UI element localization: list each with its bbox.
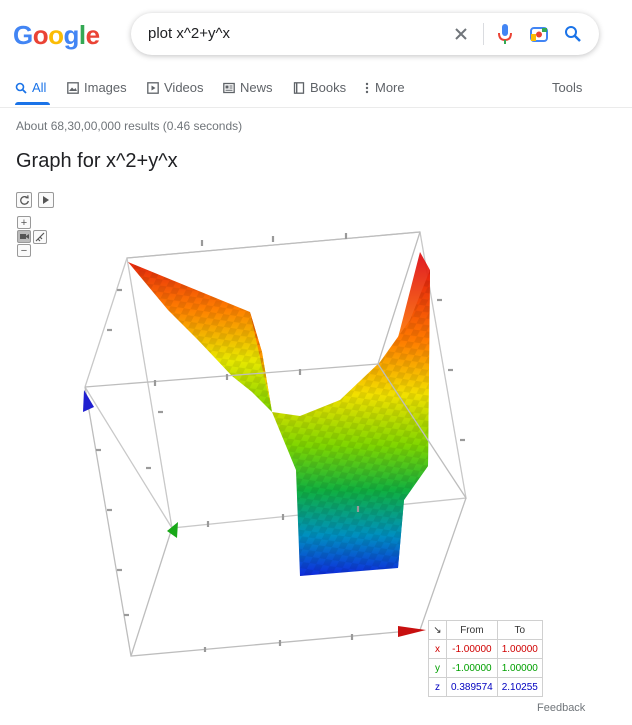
- range-var: y: [428, 658, 447, 678]
- tab-label: News: [240, 80, 273, 95]
- image-icon: [67, 81, 79, 94]
- search-icon: [15, 82, 27, 94]
- logo-letter: G: [13, 20, 33, 50]
- range-from[interactable]: -1.00000: [446, 658, 498, 678]
- logo-letter: l: [78, 20, 86, 50]
- range-header-from: From: [446, 620, 498, 640]
- range-from[interactable]: -1.00000: [446, 639, 498, 659]
- google-logo[interactable]: Google: [13, 20, 100, 51]
- ruler-icon[interactable]: [33, 230, 47, 244]
- search-divider: [483, 23, 484, 45]
- surface-checker-overlay-left: [128, 262, 272, 412]
- range-header-to: To: [496, 620, 543, 640]
- play-icon[interactable]: [38, 192, 54, 208]
- z-axis-cone: [83, 390, 94, 412]
- tools-button[interactable]: Tools: [552, 80, 582, 95]
- tab-label: Images: [84, 80, 127, 95]
- range-to[interactable]: 2.10255: [496, 677, 543, 697]
- range-corner-icon[interactable]: ↘: [428, 620, 447, 640]
- range-var: z: [428, 677, 447, 697]
- tab-videos[interactable]: Videos: [147, 80, 204, 95]
- tab-all[interactable]: All: [15, 80, 46, 95]
- range-table: ↘ From To x -1.00000 1.00000 y -1.00000 …: [428, 620, 543, 697]
- news-icon: [223, 82, 235, 93]
- surface-checker-overlay: [250, 270, 430, 576]
- tab-images[interactable]: Images: [67, 80, 127, 95]
- video-icon: [147, 81, 159, 94]
- camera-icon[interactable]: [527, 22, 551, 46]
- tab-more[interactable]: More: [364, 80, 405, 95]
- tab-label: More: [375, 80, 405, 95]
- search-input[interactable]: plot x^2+y^x: [148, 25, 231, 42]
- microphone-icon[interactable]: [493, 22, 517, 46]
- tab-news[interactable]: News: [223, 80, 273, 95]
- zoom-out-icon[interactable]: −: [17, 244, 31, 257]
- range-from[interactable]: 0.389574: [446, 677, 498, 697]
- feedback-link[interactable]: Feedback: [537, 702, 586, 714]
- logo-letter: o: [32, 20, 49, 50]
- axis-ticks: [96, 233, 465, 652]
- tab-label: Books: [310, 80, 347, 95]
- search-box[interactable]: plot x^2+y^x: [131, 13, 599, 55]
- box-front-edges: [84, 231, 467, 657]
- tab-label: All: [32, 80, 47, 95]
- tools-label: Tools: [552, 80, 583, 95]
- result-stats: About 68,30,00,000 results (0.46 seconds…: [16, 119, 243, 133]
- graph-title: Graph for x^2+y^x: [16, 150, 178, 172]
- reset-icon[interactable]: [16, 192, 32, 208]
- y-axis-cone: [167, 522, 178, 538]
- clear-icon[interactable]: [449, 22, 473, 46]
- 3d-surface-plot[interactable]: [0, 180, 632, 700]
- logo-letter: e: [85, 20, 100, 50]
- search-icon[interactable]: [561, 22, 585, 46]
- tab-books[interactable]: Books: [293, 80, 346, 95]
- logo-letter: g: [63, 20, 80, 50]
- search-tabs: All Images Videos News Books More Tools: [0, 78, 632, 108]
- book-icon: [293, 81, 305, 94]
- active-tab-indicator: [15, 102, 50, 105]
- range-to[interactable]: 1.00000: [496, 658, 543, 678]
- camera-toggle-icon[interactable]: [17, 230, 31, 243]
- zoom-in-icon[interactable]: +: [17, 216, 31, 229]
- logo-letter: o: [48, 20, 64, 50]
- range-var: x: [428, 639, 447, 659]
- range-to[interactable]: 1.00000: [496, 639, 543, 659]
- tab-label: Videos: [164, 80, 204, 95]
- x-axis-cone: [398, 626, 426, 637]
- more-icon: [365, 82, 369, 93]
